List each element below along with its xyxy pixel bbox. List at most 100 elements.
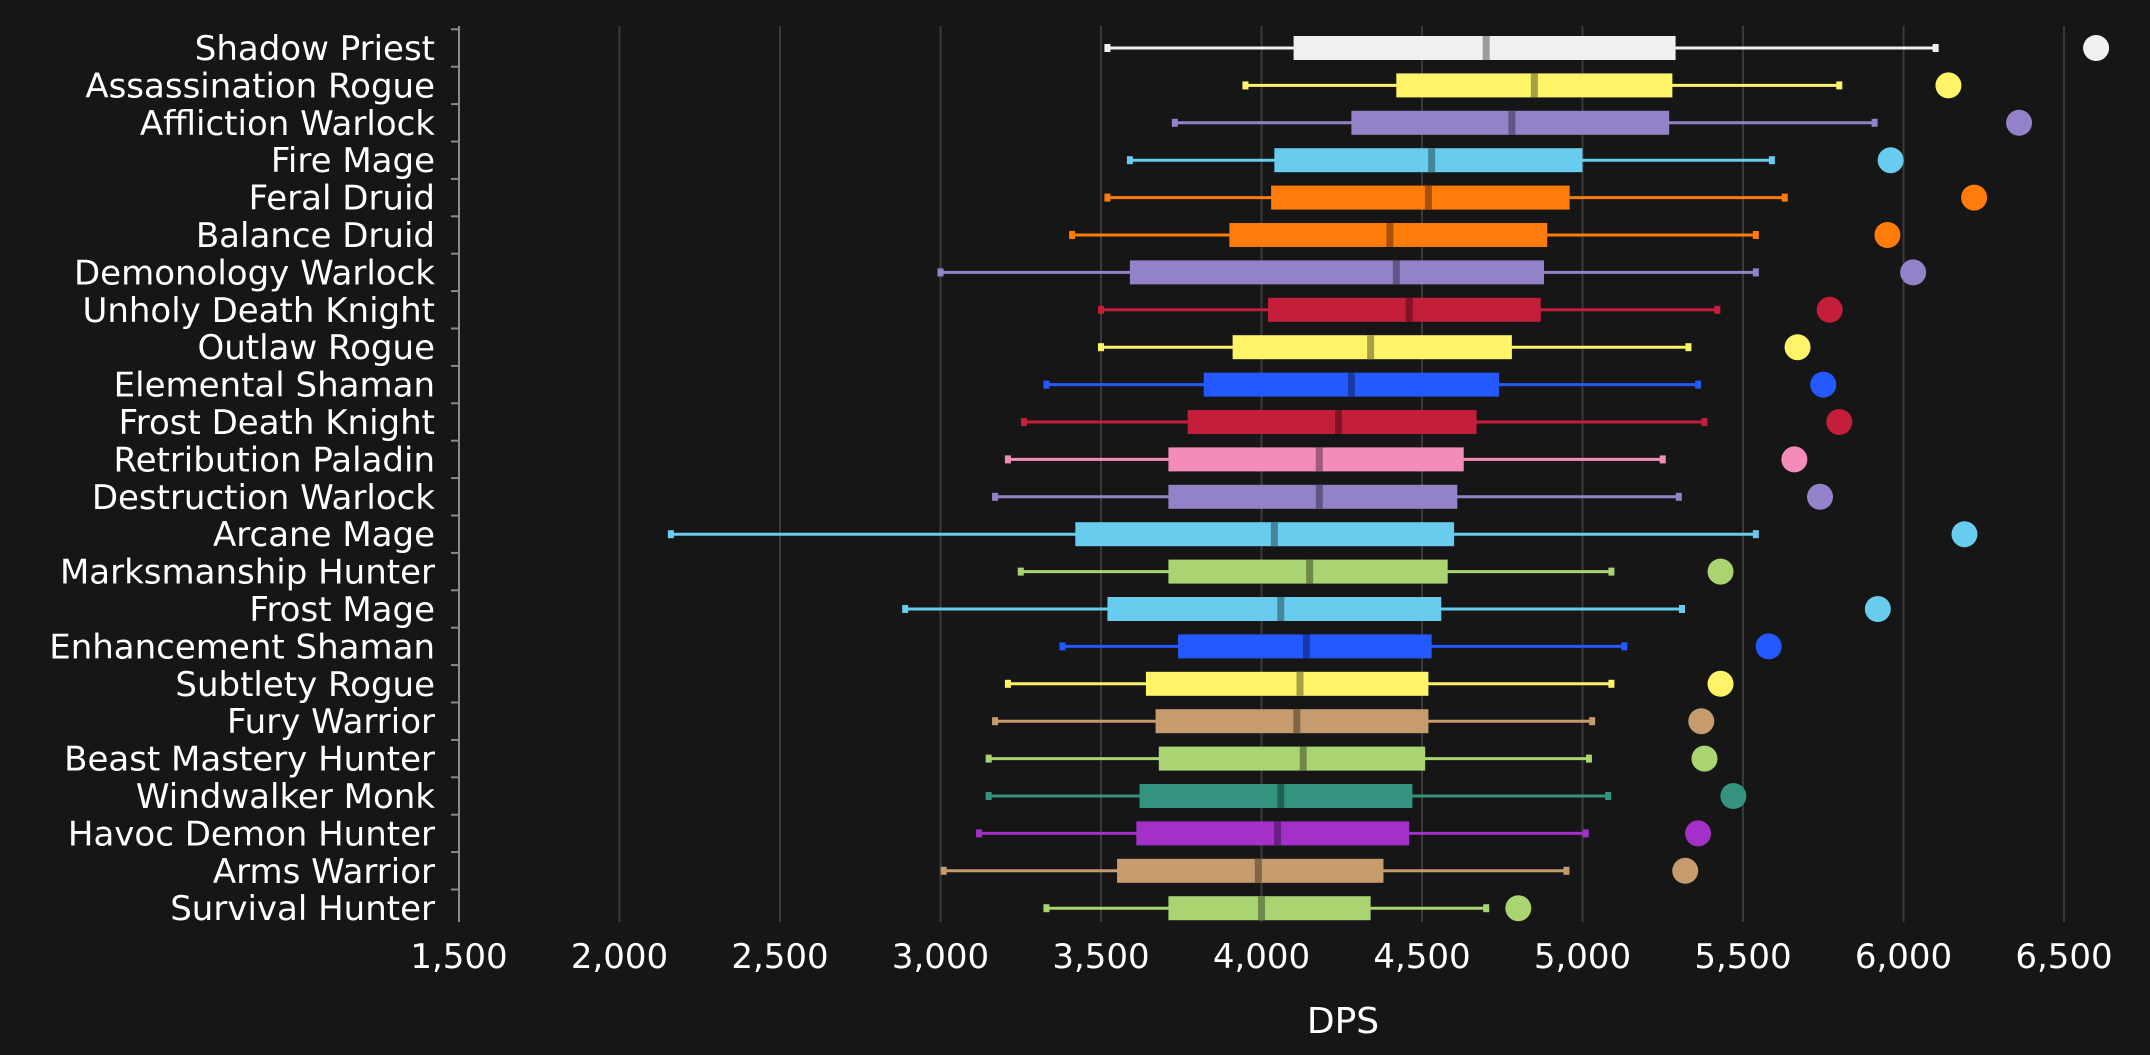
- median-marker: [1254, 858, 1262, 883]
- whisker-cap-low: [985, 792, 992, 800]
- whisker-cap-high: [1582, 829, 1589, 838]
- median-marker: [1306, 559, 1314, 584]
- max-marker: [1707, 670, 1734, 697]
- whisker-cap-low: [992, 492, 999, 501]
- max-marker: [1707, 558, 1734, 585]
- category-label: Enhancement Shaman: [49, 627, 435, 667]
- box-havoc-demon-hunter: [976, 821, 1589, 846]
- category-label: Balance Druid: [196, 216, 435, 256]
- max-marker: [1685, 820, 1712, 847]
- category-label: Destruction Warlock: [92, 478, 435, 518]
- median-marker: [1428, 148, 1436, 173]
- x-tick-label: 5,000: [1534, 937, 1631, 977]
- whisker-cap-high: [1701, 418, 1708, 426]
- box-affliction-warlock: [1171, 110, 1878, 135]
- whisker-cap-high: [1714, 305, 1721, 314]
- grid-lines: [451, 26, 2065, 922]
- box-survival-hunter: [1043, 896, 1490, 921]
- median-marker: [1315, 484, 1323, 509]
- x-tick-label: 3,000: [892, 937, 989, 977]
- category-label: Feral Druid: [249, 179, 435, 219]
- whisker-cap-high: [1752, 268, 1759, 277]
- whisker-cap-low: [1004, 679, 1011, 688]
- category-label: Assassination Rogue: [85, 66, 435, 106]
- whisker-cap-high: [1563, 866, 1570, 875]
- max-marker: [1951, 521, 1978, 548]
- max-marker: [1826, 409, 1853, 435]
- box-retribution-paladin: [1004, 447, 1666, 472]
- iqr-box: [1136, 821, 1410, 846]
- max-marker: [1688, 708, 1715, 735]
- x-tick-label: 4,500: [1373, 937, 1470, 977]
- iqr-box: [1129, 260, 1544, 285]
- box-arms-warrior: [940, 858, 1570, 883]
- whisker-cap-low: [902, 605, 909, 613]
- median-marker: [1530, 73, 1538, 98]
- category-label: Unholy Death Knight: [82, 291, 435, 331]
- category-label: Arms Warrior: [213, 852, 435, 892]
- whisker-cap-low: [1017, 567, 1024, 576]
- whisker-cap-low: [1104, 193, 1111, 202]
- iqr-box: [1168, 484, 1458, 509]
- whisker-cap-high: [1695, 380, 1702, 389]
- max-marker: [1877, 147, 1904, 174]
- whisker-cap-low: [1043, 380, 1050, 389]
- box-arcane-mage: [667, 522, 1759, 547]
- median-marker: [1392, 260, 1400, 285]
- whisker-cap-low: [992, 717, 999, 726]
- iqr-box: [1267, 297, 1541, 322]
- box-assassination-rogue: [1242, 73, 1843, 98]
- iqr-box: [1187, 410, 1477, 434]
- x-tick-label: 2,500: [731, 937, 828, 977]
- median-marker: [1299, 746, 1307, 771]
- category-label: Demonology Warlock: [74, 253, 435, 293]
- x-axis-title: DPS: [1307, 1001, 1379, 1042]
- median-marker: [1367, 335, 1375, 360]
- max-marker: [1935, 72, 1962, 99]
- max-marker: [1672, 857, 1699, 884]
- whisker-cap-low: [1242, 81, 1249, 90]
- whisker-cap-low: [1059, 642, 1066, 651]
- whisker-cap-low: [1171, 118, 1178, 127]
- whisker-cap-high: [1752, 231, 1759, 239]
- whisker-cap-high: [1659, 455, 1666, 464]
- whisker-cap-high: [1752, 530, 1759, 539]
- category-label: Beast Mastery Hunter: [64, 740, 435, 780]
- box-frost-death-knight: [1020, 410, 1708, 434]
- whisker-cap-low: [1043, 904, 1050, 913]
- whisker-cap-low: [976, 829, 983, 838]
- category-label: Arcane Mage: [213, 515, 435, 555]
- max-marker: [1874, 222, 1901, 248]
- max-marker: [1900, 259, 1927, 286]
- box-fury-warrior: [992, 709, 1596, 734]
- whisker-cap-high: [1608, 679, 1615, 688]
- max-marker: [1691, 745, 1718, 772]
- whisker-cap-low: [1098, 343, 1104, 352]
- x-tick-label: 5,500: [1694, 937, 1791, 977]
- median-marker: [1335, 410, 1343, 434]
- box-frost-mage: [902, 597, 1686, 621]
- max-marker: [1807, 483, 1834, 510]
- median-marker: [1405, 297, 1413, 322]
- category-label: Survival Hunter: [170, 889, 435, 929]
- max-marker: [2006, 109, 2033, 136]
- x-tick-label: 1,500: [410, 937, 507, 977]
- iqr-box: [1107, 597, 1442, 621]
- iqr-box: [1155, 709, 1429, 734]
- iqr-box: [1139, 784, 1413, 808]
- category-label: Elemental Shaman: [114, 366, 435, 406]
- box-shadow-priest: [1104, 36, 1939, 60]
- whisker-cap-high: [1871, 118, 1878, 127]
- iqr-box: [1145, 671, 1429, 696]
- x-tick-label: 3,500: [1052, 937, 1149, 977]
- median-marker: [1293, 709, 1301, 734]
- whisker-cap-high: [1605, 792, 1612, 800]
- whisker-cap-low: [1104, 44, 1111, 52]
- median-marker: [1296, 671, 1304, 696]
- whisker-cap-low: [1098, 305, 1104, 314]
- box-beast-mastery-hunter: [985, 746, 1592, 771]
- whisker-cap-high: [1608, 567, 1615, 576]
- category-label: Fire Mage: [271, 141, 435, 181]
